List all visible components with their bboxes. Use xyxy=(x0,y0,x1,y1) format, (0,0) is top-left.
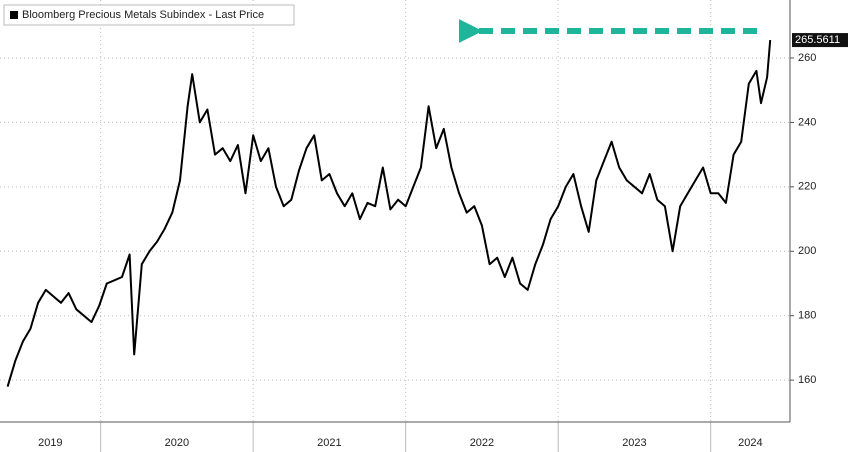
y-tick-label: 160 xyxy=(798,374,816,386)
x-tick-label: 2019 xyxy=(38,437,62,449)
x-tick-label: 2020 xyxy=(165,437,189,449)
y-tick-label: 220 xyxy=(798,181,816,193)
x-tick-label: 2024 xyxy=(738,437,762,449)
y-tick-label: 240 xyxy=(798,116,816,128)
legend-label: Bloomberg Precious Metals Subindex - Las… xyxy=(22,9,264,21)
x-tick-label: 2023 xyxy=(622,437,646,449)
y-tick-label: 200 xyxy=(798,245,816,257)
series-line xyxy=(6,40,772,387)
x-tick-label: 2022 xyxy=(470,437,494,449)
legend-swatch xyxy=(10,11,18,19)
y-tick-label: 260 xyxy=(798,52,816,64)
y-tick-label: 180 xyxy=(798,310,816,322)
legend-box xyxy=(3,4,295,26)
last-price-box xyxy=(792,33,848,48)
x-tick-label: 2021 xyxy=(317,437,341,449)
last-price-label: 265.5611 xyxy=(795,34,840,46)
